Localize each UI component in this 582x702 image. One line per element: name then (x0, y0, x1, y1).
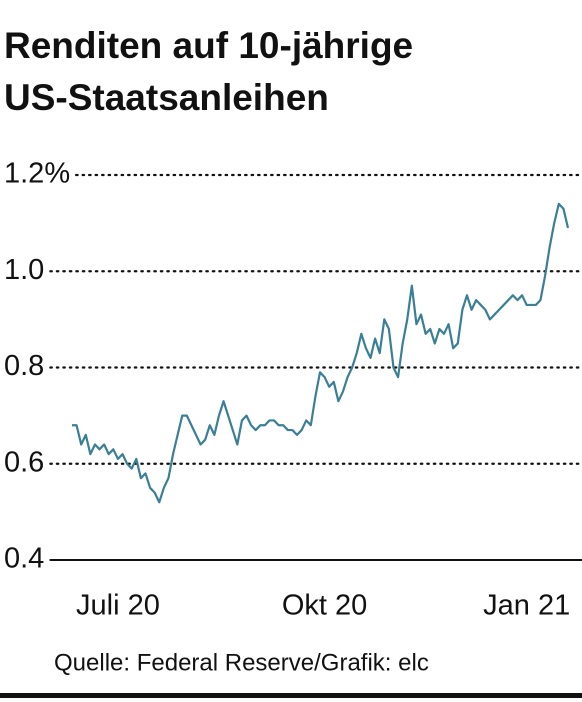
y-tick-label: 0.4 (4, 543, 44, 575)
x-tick-label: Jan 21 (483, 590, 570, 622)
x-tick-label: Juli 20 (76, 590, 160, 622)
y-tick-label: 0.6 (4, 446, 44, 478)
y-tick-label: 1.0 (4, 254, 44, 286)
x-tick-label: Okt 20 (282, 590, 367, 622)
data-line (72, 202, 570, 504)
y-tick-label: 1.2% (4, 158, 70, 190)
bottom-rule (0, 693, 582, 698)
y-tick-label: 0.8 (4, 350, 44, 382)
chart-title: US-Staatsanleihen (4, 77, 329, 118)
source: Quelle: Federal Reserve/Grafik: elc (54, 649, 429, 676)
chart-title: Renditen auf 10-jährige (4, 25, 413, 66)
